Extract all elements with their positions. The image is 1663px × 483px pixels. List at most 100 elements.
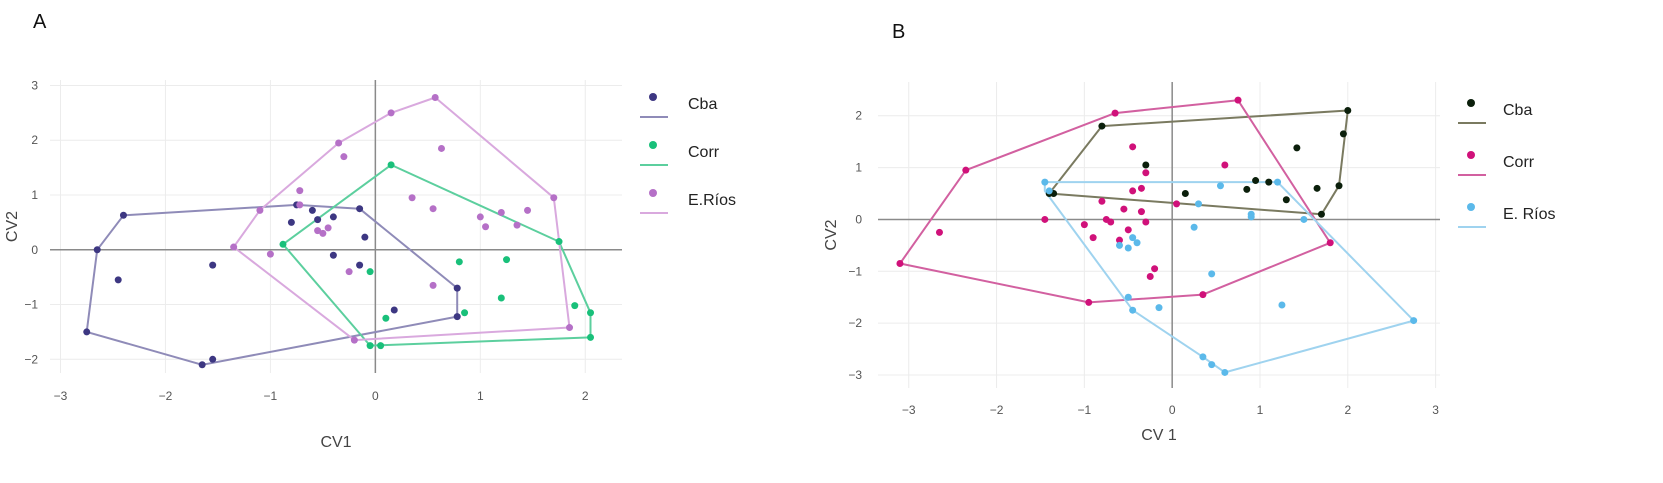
p1-point-series-2 bbox=[1045, 187, 1053, 195]
p1-point-series-2 bbox=[1216, 182, 1224, 190]
panel-b-label: B bbox=[892, 21, 905, 43]
p1-x-tick-label: 0 bbox=[1169, 403, 1176, 417]
p1-point-series-2 bbox=[1247, 213, 1255, 221]
p1-point-series-2 bbox=[1124, 244, 1132, 252]
p1-point-series-2 bbox=[1221, 368, 1229, 376]
p0-y-tick-label: 0 bbox=[31, 243, 38, 257]
p0-point-series-2 bbox=[387, 109, 395, 117]
p1-point-series-1 bbox=[1146, 272, 1154, 280]
p0-point-series-0 bbox=[198, 361, 206, 369]
p0-point-series-0 bbox=[119, 211, 127, 219]
p0-point-series-1 bbox=[366, 342, 374, 350]
p0-point-series-2 bbox=[345, 268, 353, 276]
p1-x-tick-label: 1 bbox=[1257, 403, 1264, 417]
p1-point-series-2 bbox=[1208, 270, 1216, 278]
p1-x-tick-label: −1 bbox=[1078, 403, 1092, 417]
p1-point-series-1 bbox=[1137, 184, 1145, 192]
p0-point-series-1 bbox=[503, 256, 511, 264]
p1-legend-marker-2 bbox=[1467, 203, 1475, 211]
p1-legend-marker-1 bbox=[1467, 151, 1475, 159]
p0-point-series-1 bbox=[382, 314, 390, 322]
p0-point-series-1 bbox=[366, 268, 374, 276]
p0-point-series-0 bbox=[329, 213, 337, 221]
p0-point-series-1 bbox=[587, 333, 595, 341]
p1-point-series-1 bbox=[962, 166, 970, 174]
p1-hull-1 bbox=[899, 99, 1332, 304]
p1-point-series-0 bbox=[1344, 107, 1352, 115]
p0-point-series-0 bbox=[209, 261, 217, 269]
p1-point-series-1 bbox=[1151, 265, 1159, 273]
p1-point-series-0 bbox=[1181, 190, 1189, 198]
chart-a: −3 −2 −1 0 1 2 −2 −1 0 1 2 3 CV1 CV2 Cba Corr E.Ríos bbox=[4, 78, 736, 451]
p0-legend-marker-0 bbox=[649, 93, 657, 101]
p1-point-series-0 bbox=[1339, 130, 1347, 138]
p1-point-series-2 bbox=[1300, 215, 1308, 223]
p1-hull-0 bbox=[1048, 109, 1349, 216]
p0-point-series-2 bbox=[431, 94, 439, 102]
p1-point-series-0 bbox=[1098, 122, 1106, 130]
p0-point-series-2 bbox=[566, 324, 574, 332]
p1-point-series-1 bbox=[1129, 143, 1137, 151]
p1-point-series-2 bbox=[1155, 304, 1163, 312]
p1-point-series-0 bbox=[1252, 177, 1260, 185]
p0-point-series-2 bbox=[335, 139, 343, 147]
p1-point-series-1 bbox=[1041, 215, 1049, 223]
p0-point-series-2 bbox=[314, 227, 322, 235]
p1-x-tick-label: 2 bbox=[1344, 403, 1351, 417]
p1-point-series-0 bbox=[1142, 161, 1150, 169]
p1-point-series-1 bbox=[1142, 218, 1150, 226]
p1-point-series-1 bbox=[1137, 208, 1145, 216]
p0-point-series-2 bbox=[429, 205, 437, 213]
p0-point-series-1 bbox=[387, 161, 395, 169]
p1-point-series-2 bbox=[1115, 241, 1123, 249]
p1-y-tick-label: 1 bbox=[855, 161, 862, 175]
p0-point-series-1 bbox=[279, 240, 287, 248]
p0-hull-0 bbox=[85, 203, 459, 366]
p0-y-tick-label: 1 bbox=[31, 188, 38, 202]
p1-legend-label-2: E. Ríos bbox=[1503, 206, 1555, 223]
p0-point-series-2 bbox=[476, 213, 484, 221]
p0-point-series-2 bbox=[437, 144, 445, 152]
p0-point-series-2 bbox=[513, 221, 521, 229]
p1-point-series-2 bbox=[1208, 361, 1216, 369]
p0-x-tick-label: −1 bbox=[264, 389, 278, 403]
p0-point-series-0 bbox=[93, 246, 101, 254]
p1-point-series-2 bbox=[1199, 353, 1207, 361]
p0-point-series-1 bbox=[455, 258, 463, 266]
p0-y-axis-label: CV2 bbox=[4, 211, 21, 242]
p1-point-series-1 bbox=[1080, 221, 1088, 229]
p1-point-series-1 bbox=[1326, 239, 1334, 247]
p1-point-series-1 bbox=[1129, 187, 1137, 195]
p1-point-series-0 bbox=[1243, 185, 1251, 193]
p1-point-series-2 bbox=[1124, 293, 1132, 301]
p0-y-tick-label: 3 bbox=[31, 78, 38, 92]
p1-point-series-2 bbox=[1410, 317, 1418, 325]
p1-point-series-1 bbox=[1102, 215, 1110, 223]
p0-point-series-0 bbox=[329, 251, 337, 259]
p1-x-tick-label: 3 bbox=[1432, 403, 1439, 417]
p1-point-series-1 bbox=[1120, 205, 1128, 213]
p0-legend-marker-2 bbox=[649, 189, 657, 197]
p0-x-axis-label: CV1 bbox=[320, 434, 351, 451]
p1-legend-label-0: Cba bbox=[1503, 102, 1532, 119]
p1-point-series-2 bbox=[1278, 301, 1286, 309]
p1-point-series-2 bbox=[1190, 223, 1198, 231]
p0-point-series-2 bbox=[550, 194, 558, 202]
p1-point-series-1 bbox=[935, 228, 943, 236]
p0-point-series-2 bbox=[350, 336, 358, 344]
p0-x-tick-label: 1 bbox=[477, 389, 484, 403]
p0-point-series-2 bbox=[408, 194, 416, 202]
p0-legend-label-2: E.Ríos bbox=[688, 192, 736, 209]
p1-point-series-2 bbox=[1129, 306, 1137, 314]
p1-x-axis-label: CV 1 bbox=[1141, 427, 1177, 444]
p1-x-tick-label: −3 bbox=[902, 403, 916, 417]
p1-y-axis-label: CV2 bbox=[823, 219, 840, 250]
p0-y-tick-label: −2 bbox=[24, 352, 38, 366]
p1-y-tick-label: 2 bbox=[855, 109, 862, 123]
p0-point-series-2 bbox=[266, 250, 274, 258]
p0-hull-2 bbox=[232, 96, 571, 342]
p0-point-series-1 bbox=[461, 309, 469, 317]
p1-point-series-1 bbox=[896, 260, 904, 268]
p0-point-series-2 bbox=[429, 281, 437, 289]
